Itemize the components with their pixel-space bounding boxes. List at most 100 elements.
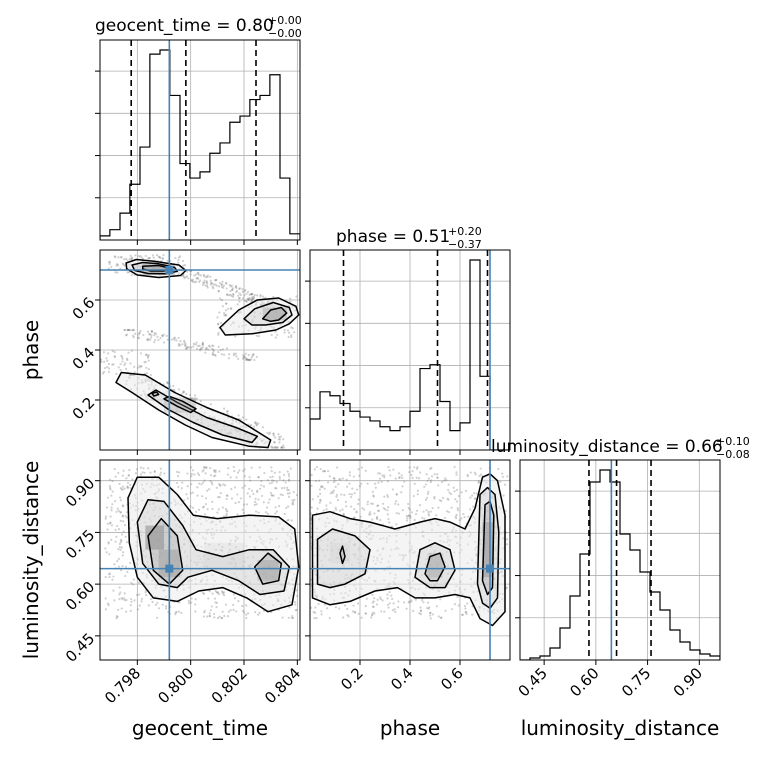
pair-geocent_time-phase-sample-point <box>238 287 241 290</box>
pair-geocent_time-luminosity_distance-sample-point <box>241 508 244 511</box>
pair-geocent_time-luminosity_distance-sample-point <box>236 471 240 474</box>
pair-geocent_time-luminosity_distance-sample-point <box>209 479 212 483</box>
pair-geocent_time-phase-sample-point <box>250 293 254 296</box>
pair-geocent_time-phase-sample-point <box>186 270 189 273</box>
pair-phase-luminosity_distance-sample-point <box>475 492 478 495</box>
pair-phase-luminosity_distance-sample-point <box>343 493 346 497</box>
pair-geocent_time-phase-sample-point <box>270 445 273 448</box>
pair-geocent_time-luminosity_distance-sample-point <box>234 501 237 505</box>
pair-geocent_time-phase-sample-point <box>237 414 240 417</box>
pair-geocent_time-phase-sample-point <box>231 288 234 292</box>
pair-geocent_time-phase-sample-point <box>221 348 225 351</box>
hist-geocent_time-steps <box>100 49 300 240</box>
pair-geocent_time-luminosity_distance-sample-point <box>295 589 298 592</box>
pair-geocent_time-luminosity_distance-sample-point <box>215 486 218 489</box>
pair-geocent_time-phase-sample-point <box>292 331 296 334</box>
pair-geocent_time-luminosity_distance-sample-point <box>209 609 212 612</box>
pair-geocent_time-luminosity_distance-sample-point <box>181 481 184 484</box>
pair-phase-luminosity_distance-sample-point <box>356 602 360 605</box>
pair-phase-luminosity_distance-sample-point <box>440 499 443 503</box>
pair-geocent_time-luminosity_distance-sample-point <box>153 469 156 473</box>
pair-phase-luminosity_distance-sample-point <box>395 523 398 526</box>
pair-geocent_time-luminosity_distance-sample-point <box>283 512 286 516</box>
pair-geocent_time-luminosity_distance-sample-point <box>120 568 123 572</box>
pair-phase-luminosity_distance-sample-point <box>479 473 483 476</box>
pair-geocent_time-phase-sample-point <box>111 349 114 353</box>
pair-phase-luminosity_distance-sample-point <box>310 473 313 477</box>
luminosity_distance-ytick-label-1: 0.60 <box>62 578 98 614</box>
pair-geocent_time-luminosity_distance-sample-point <box>250 489 254 492</box>
luminosity_distance-ytick-label-0: 0.45 <box>62 629 98 665</box>
pair-phase-luminosity_distance-sample-point <box>429 510 432 513</box>
pair-geocent_time-phase-sample-point <box>195 277 198 280</box>
pair-geocent_time-luminosity_distance-sample-point <box>190 483 193 486</box>
pair-geocent_time-phase-sample-point <box>182 275 185 279</box>
pair-geocent_time-luminosity_distance-sample-point <box>232 608 235 611</box>
pair-geocent_time-luminosity_distance-sample-point <box>139 466 143 469</box>
pair-geocent_time-phase-sample-point <box>186 346 189 349</box>
pair-geocent_time-luminosity_distance-sample-point <box>185 493 188 496</box>
pair-phase-luminosity_distance-sample-point <box>379 598 383 601</box>
pair-geocent_time-phase-sample-point <box>225 302 228 305</box>
pair-phase-luminosity_distance-sample-point <box>364 469 367 472</box>
pair-geocent_time-phase-sample-point <box>255 355 258 359</box>
pair-geocent_time-luminosity_distance-sample-point <box>104 515 108 518</box>
pair-phase-luminosity_distance-sample-point <box>321 470 325 473</box>
pair-geocent_time-phase-sample-point <box>227 353 231 356</box>
pair-phase-luminosity_distance-sample-point <box>350 493 354 496</box>
pair-geocent_time-luminosity_distance-sample-point <box>118 542 122 546</box>
pair-geocent_time-luminosity_distance-sample-point <box>289 467 293 470</box>
pair-phase-luminosity_distance-sample-point <box>429 614 432 617</box>
pair-phase-luminosity_distance-sample-point <box>364 612 368 615</box>
pair-geocent_time-luminosity_distance-sample-point <box>274 512 277 515</box>
pair-geocent_time-phase-sample-point <box>250 299 253 302</box>
luminosity_distance-ytick-label-3: 0.90 <box>62 474 98 510</box>
pair-geocent_time-luminosity_distance-sample-point <box>271 475 274 478</box>
pair-phase-luminosity_distance-sample-point <box>409 514 412 518</box>
pair-geocent_time-phase-sample-point <box>224 309 228 312</box>
pair-geocent_time-luminosity_distance-sample-point <box>257 511 260 514</box>
pair-phase-luminosity_distance-sample-point <box>319 498 322 502</box>
pair-geocent_time-phase-sample-point <box>148 333 151 336</box>
pair-geocent_time-luminosity_distance-sample-point <box>285 506 288 509</box>
pair-geocent_time-luminosity_distance-sample-point <box>126 486 129 489</box>
pair-geocent_time-luminosity_distance-sample-point <box>257 498 260 501</box>
pair-phase-luminosity_distance-sample-point <box>418 477 421 480</box>
pair-geocent_time-luminosity_distance-sample-point <box>223 614 226 618</box>
pair-phase-luminosity_distance-sample-point <box>418 504 422 507</box>
pair-geocent_time-luminosity_distance-sample-point <box>226 473 230 476</box>
pair-geocent_time-phase-sample-point <box>234 352 238 355</box>
pair-geocent_time-phase-sample-point <box>191 280 195 284</box>
title-luminosity-distance-plus: +0.10 <box>716 435 750 448</box>
pair-phase-luminosity_distance-sample-point <box>461 613 465 616</box>
pair-phase-luminosity_distance-sample-point <box>427 513 430 516</box>
pair-geocent_time-phase-sample-point <box>148 256 151 260</box>
pair-geocent_time-luminosity_distance-sample-point <box>127 486 130 489</box>
pair-geocent_time-phase-sample-point <box>272 295 275 299</box>
pair-geocent_time-luminosity_distance-sample-point <box>229 476 232 479</box>
pair-phase-luminosity_distance-sample-point <box>441 496 445 500</box>
pair-phase-luminosity_distance-sample-point <box>433 473 436 476</box>
pair-phase-luminosity_distance-contour-0 <box>311 473 506 627</box>
pair-geocent_time-luminosity_distance-sample-point <box>114 540 117 543</box>
pair-geocent_time-luminosity_distance-sample-point <box>218 496 221 499</box>
pair-geocent_time-luminosity_distance-sample-point <box>142 467 145 470</box>
pair-geocent_time-phase-sample-point <box>211 351 215 354</box>
pair-geocent_time-phase-sample-point <box>197 344 200 348</box>
pair-phase-luminosity_distance-sample-point <box>426 601 430 604</box>
pair-geocent_time-luminosity_distance-sample-point <box>215 591 219 594</box>
pair-geocent_time-phase-sample-point <box>229 285 232 288</box>
pair-phase-luminosity_distance-sample-point <box>407 514 411 517</box>
pair-geocent_time-luminosity_distance-sample-point <box>286 470 289 473</box>
pair-phase-luminosity_distance-sample-point <box>336 466 339 469</box>
pair-geocent_time-phase-sample-point <box>150 334 153 337</box>
pair-phase-luminosity_distance-sample-point <box>395 493 398 496</box>
pair-phase-luminosity_distance-sample-point <box>458 519 461 522</box>
pair-geocent_time-luminosity_distance-sample-point <box>258 487 262 490</box>
pair-phase-luminosity_distance-sample-point <box>460 491 463 494</box>
pair-phase-luminosity_distance-sample-point <box>373 597 376 600</box>
pair-phase-luminosity_distance-sample-point <box>413 482 416 485</box>
pair-geocent_time-phase-sample-point <box>203 275 206 278</box>
pair-geocent_time-phase-sample-point <box>282 446 285 449</box>
pair-geocent_time-phase-sample-point <box>224 281 228 285</box>
